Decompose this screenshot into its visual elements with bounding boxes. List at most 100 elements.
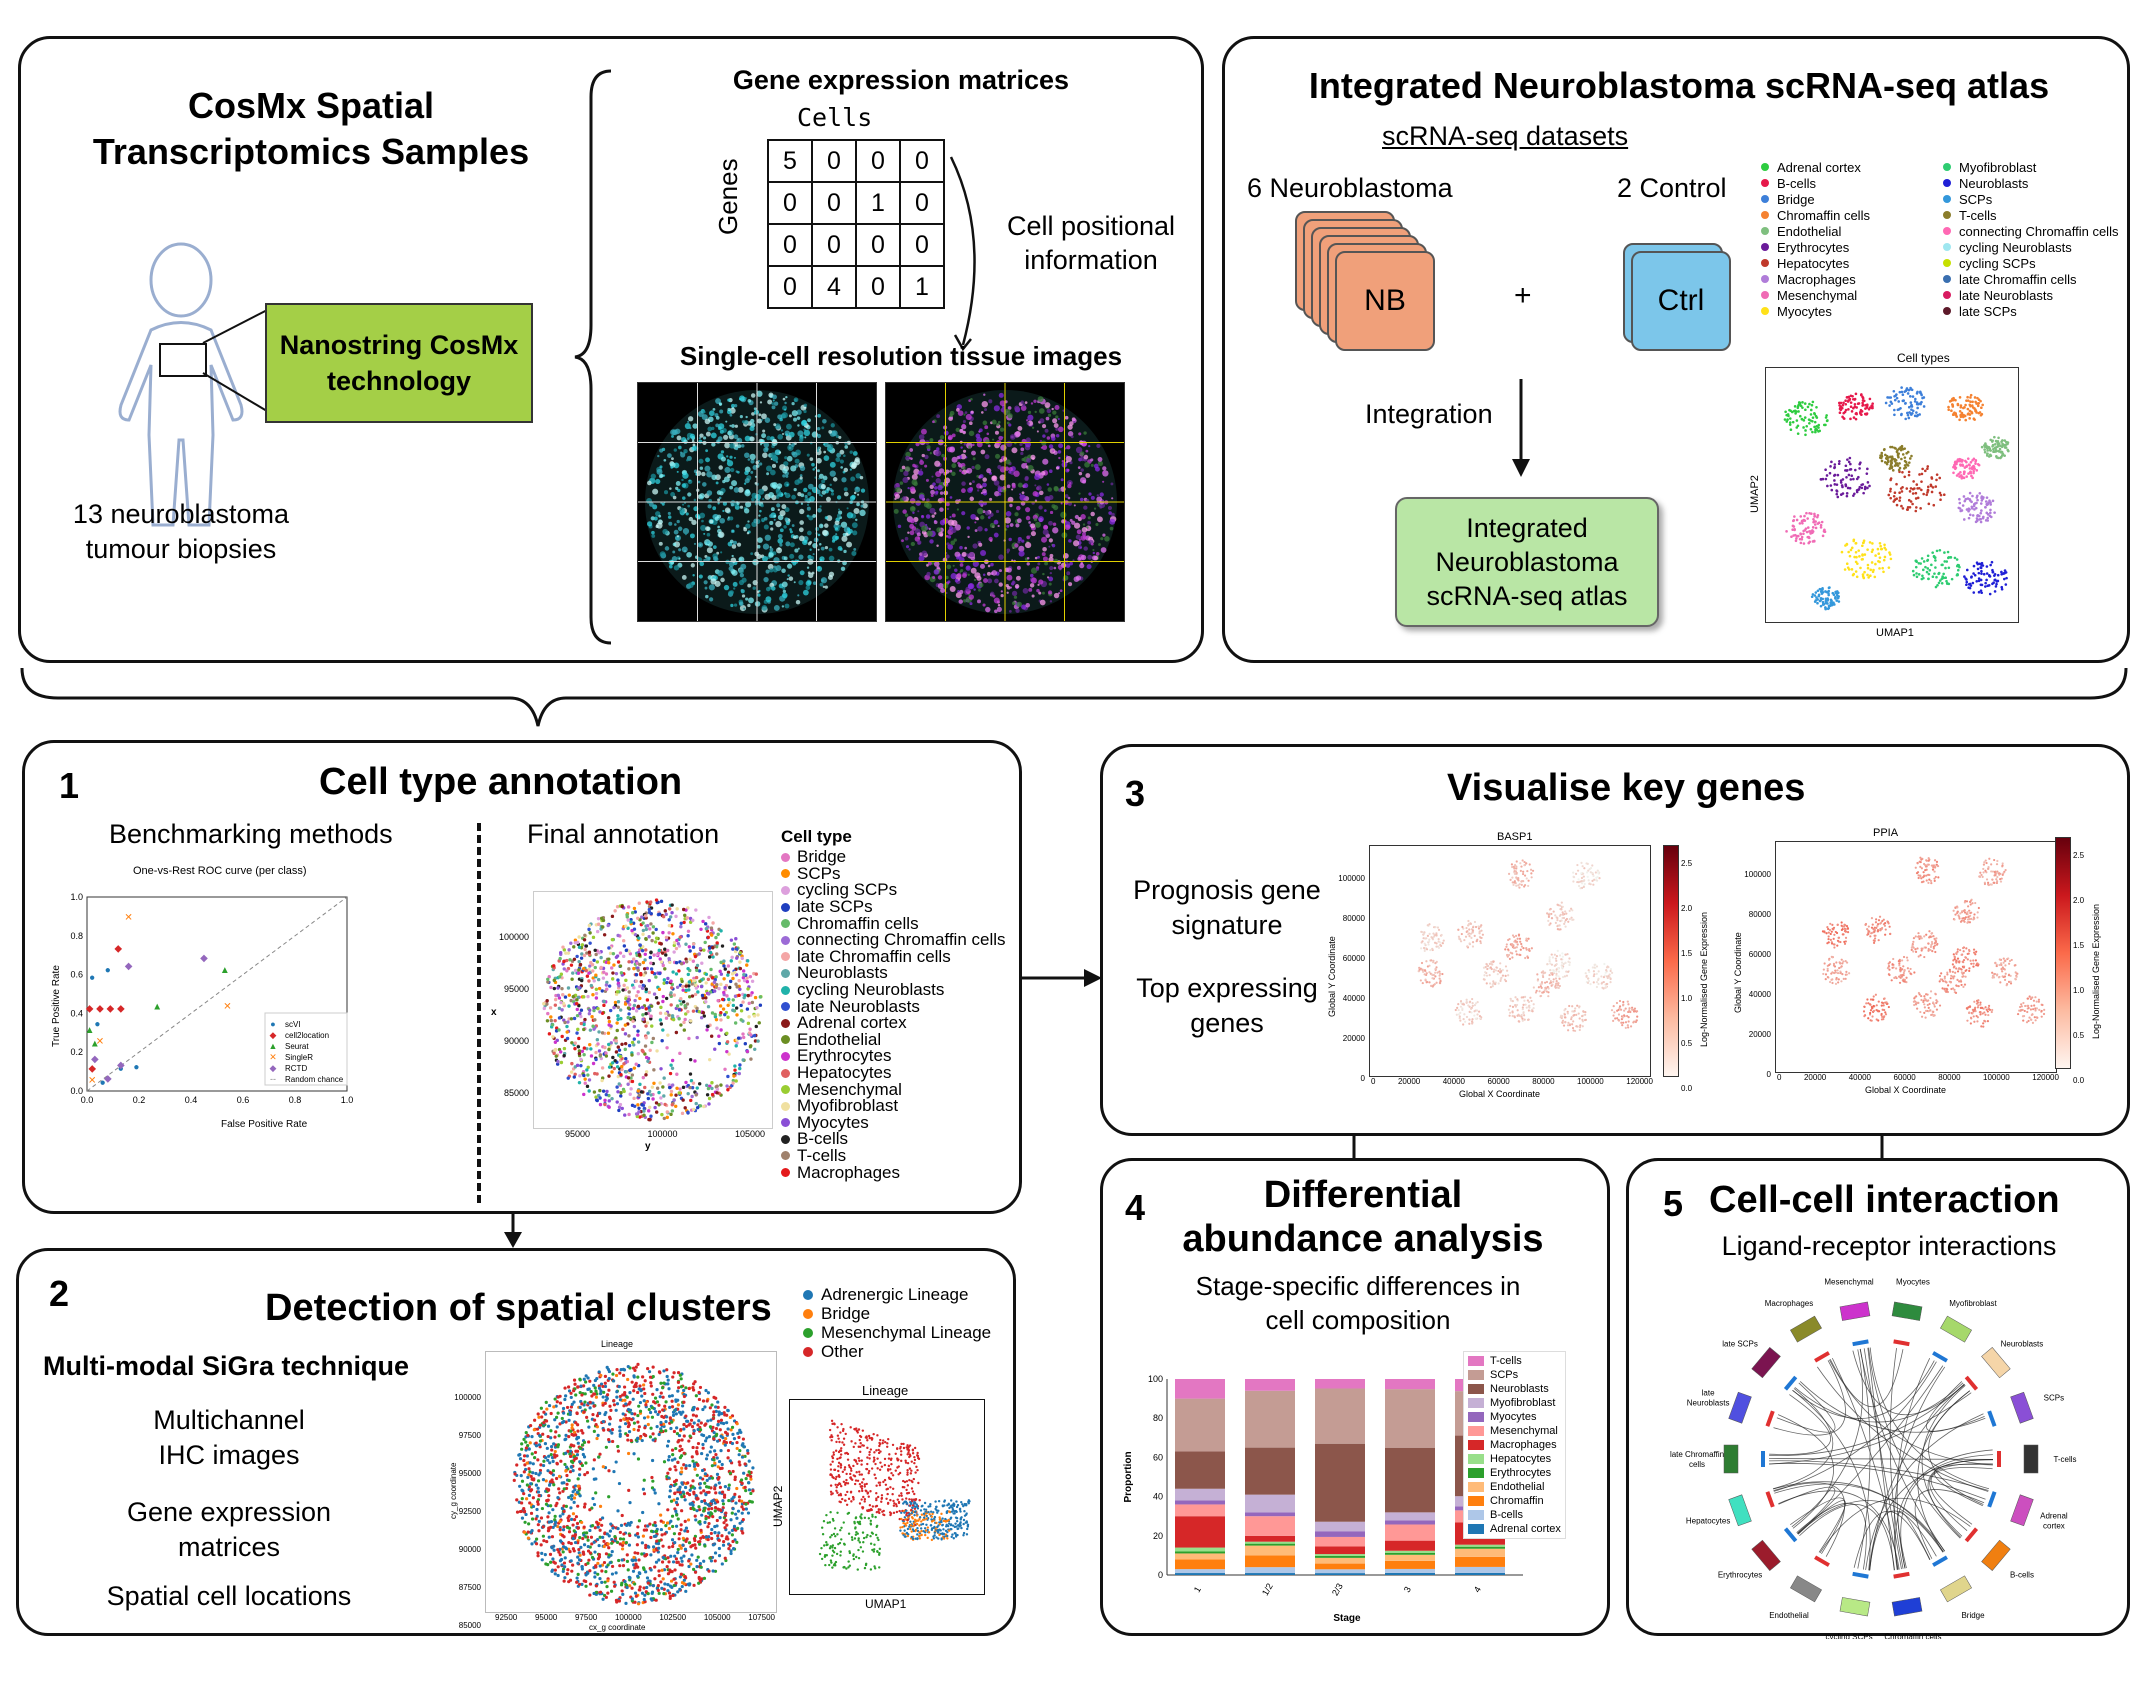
annotated-cell	[588, 1028, 593, 1032]
umap-point	[2003, 571, 2006, 575]
annotated-cell	[709, 926, 714, 930]
annotated-cell	[725, 994, 729, 998]
tissue-cell	[1065, 563, 1071, 568]
lineage-cell	[550, 1535, 555, 1539]
tissue-cell	[905, 455, 910, 461]
annotated-cell	[727, 997, 731, 1002]
tissue-cell	[782, 589, 786, 594]
umap-point	[1821, 587, 1824, 590]
tissue-cell	[782, 468, 788, 474]
annotated-cell	[592, 1090, 597, 1094]
tissue-cell	[987, 516, 991, 519]
tissue-cell	[797, 547, 800, 550]
tissue-cell	[970, 410, 974, 414]
annotated-cell	[641, 921, 645, 925]
annotated-cell	[662, 1094, 666, 1098]
umap-point	[1843, 568, 1847, 571]
annotated-cell	[585, 1084, 590, 1089]
tissue-cell	[754, 475, 757, 478]
tissue-cell	[977, 507, 984, 515]
umap-point	[1795, 537, 1798, 540]
tissue-cell	[646, 521, 653, 527]
tissue-cell	[747, 603, 751, 608]
annotated-cell	[667, 956, 671, 961]
tissue-cell	[1102, 480, 1105, 483]
umap-point	[1938, 476, 1942, 480]
legend-dot	[781, 869, 790, 879]
tissue-cell	[1034, 521, 1041, 528]
tissue-cell	[824, 545, 829, 550]
tissue-cell	[939, 497, 945, 503]
ctrl-card: Ctrl	[1631, 251, 1731, 351]
umap-point	[1830, 599, 1833, 603]
umap-point	[1804, 429, 1807, 432]
lineage-cell	[601, 1395, 605, 1399]
legend-dot	[1761, 291, 1769, 299]
umap-point	[1854, 542, 1858, 545]
tissue-cell	[1024, 401, 1028, 404]
umap-point	[1993, 574, 1996, 577]
tissue-cell	[672, 550, 676, 554]
tissue-cell	[1011, 484, 1016, 489]
umap-point	[1964, 418, 1968, 422]
annotated-cell	[654, 927, 658, 932]
umap-point	[2003, 454, 2006, 457]
tissue-cell	[844, 445, 849, 449]
tissue-cell	[1067, 496, 1071, 500]
tissue-cell	[719, 517, 726, 524]
annotated-cell	[616, 1045, 620, 1049]
annotated-cell	[717, 1034, 721, 1038]
annotated-cell	[647, 990, 651, 995]
tissue-cell	[1020, 405, 1027, 411]
annotated-cell	[592, 1006, 596, 1010]
tissue-cell	[688, 479, 691, 482]
annotated-cell	[605, 1089, 609, 1094]
annotated-cell	[688, 1057, 693, 1062]
roc-title: One-vs-Rest ROC curve (per class)	[133, 865, 307, 877]
annotated-cell	[745, 1007, 750, 1011]
umap-point	[1797, 410, 1800, 413]
tissue-cell	[1060, 478, 1064, 482]
annotated-cell	[580, 952, 584, 956]
lineage-cell	[593, 1571, 597, 1575]
umap-point	[1979, 520, 1983, 524]
tissue-cell	[926, 530, 933, 537]
tissue-cell	[978, 542, 983, 547]
annotated-cell	[588, 1042, 592, 1047]
umap-point	[1945, 579, 1948, 583]
lineage-cell	[729, 1428, 733, 1432]
umap-point	[1895, 482, 1898, 486]
tissue-cell	[943, 430, 949, 436]
umap-point	[1892, 500, 1896, 503]
annotated-cell	[569, 1017, 574, 1021]
tissue-cell	[824, 516, 828, 520]
umap-point	[1850, 546, 1854, 550]
annotated-cell	[632, 906, 637, 911]
tissue-cell	[762, 555, 768, 562]
annotated-cell	[733, 1021, 738, 1025]
legend-label: late Chromaffin cells	[797, 946, 951, 966]
annotated-cell	[670, 1058, 675, 1063]
lineage-cell	[636, 1602, 641, 1606]
umap-point	[1973, 467, 1976, 470]
legend-dot	[781, 852, 790, 862]
tissue-cell	[1052, 450, 1055, 453]
annotated-cell	[624, 948, 629, 953]
umap-point	[1924, 469, 1927, 473]
tissue-cell	[1005, 583, 1009, 588]
annotated-cell	[559, 1000, 563, 1005]
umap-point	[1932, 503, 1936, 507]
tissue-cell	[777, 508, 781, 512]
lineage-cell	[567, 1518, 571, 1523]
tissue-cell	[754, 493, 761, 501]
annotated-cell	[733, 994, 738, 998]
umap-point	[1915, 506, 1918, 509]
umap-point	[1887, 493, 1891, 497]
tissue-cell	[1082, 442, 1087, 447]
annotated-cell	[576, 1027, 580, 1032]
tissue-cell	[1067, 431, 1074, 437]
tissue-cell	[837, 508, 840, 511]
tissue-cell	[853, 507, 860, 514]
annotated-cell	[661, 1085, 665, 1089]
umap-point	[1836, 473, 1840, 477]
